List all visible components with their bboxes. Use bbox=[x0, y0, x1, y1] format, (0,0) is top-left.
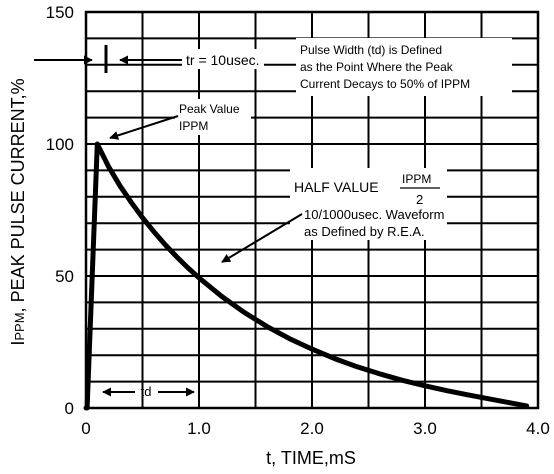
td-label: td bbox=[141, 384, 152, 399]
tr-label: tr = 10usec. bbox=[186, 52, 260, 68]
series-line-waveform bbox=[83, 141, 530, 411]
x-axis-title: t, TIME,mS bbox=[266, 448, 356, 468]
half-value-label: HALF VALUE bbox=[294, 179, 379, 195]
waveform-line-2: as Defined by R.E.A. bbox=[304, 224, 425, 239]
tr-label-bg bbox=[182, 49, 264, 69]
half-value-note-bg bbox=[290, 168, 447, 240]
half-value-note: HALF VALUE IPPM 2 10/1000usec. Waveform … bbox=[221, 168, 447, 263]
y-tick-label: 50 bbox=[55, 267, 74, 286]
peak-value-note-bg bbox=[175, 99, 251, 135]
y-axis-title-prefix: I bbox=[8, 341, 28, 346]
pulse-width-note: Pulse Width (td) is Defined as the Point… bbox=[296, 38, 512, 96]
tick-labels: 0 1.0 2.0 3.0 4.0 0 50 100 150 bbox=[46, 3, 550, 438]
pulse-width-line-2: as the Point Where the Peak bbox=[300, 60, 454, 74]
tr-annotation: tr = 10usec. bbox=[34, 45, 264, 73]
pulse-width-line-1: Pulse Width (td) is Defined bbox=[300, 43, 442, 57]
x-tick-label: 2.0 bbox=[300, 419, 324, 438]
x-tick-label: 3.0 bbox=[413, 419, 437, 438]
peak-value-arrow bbox=[109, 115, 179, 140]
x-tick-label: 1.0 bbox=[187, 419, 211, 438]
y-axis-title-subscript: PPM bbox=[12, 312, 27, 340]
y-axis-title: IPPM, PEAK PULSE CURRENT,% bbox=[8, 78, 28, 345]
plot-border bbox=[84, 10, 540, 410]
waveform-line-1: 10/1000usec. Waveform bbox=[304, 207, 444, 222]
half-value-fraction-denominator: 2 bbox=[416, 192, 423, 207]
peak-value-note: Peak Value IPPM bbox=[109, 99, 251, 140]
y-tick-label: 0 bbox=[65, 399, 74, 418]
plot-frame bbox=[84, 10, 540, 410]
x-tick-label: 0 bbox=[81, 419, 90, 438]
y-axis-title-rest: , PEAK PULSE CURRENT,% bbox=[8, 78, 28, 312]
td-dimension: td bbox=[102, 384, 195, 399]
peak-value-line-2: IPPM bbox=[179, 119, 208, 133]
waveform-arrow bbox=[221, 213, 303, 263]
pulse-width-line-3: Current Decays to 50% of IPPM bbox=[300, 77, 470, 91]
x-tick-label: 4.0 bbox=[526, 419, 550, 438]
y-tick-label: 100 bbox=[46, 135, 74, 154]
half-value-fraction-numerator: IPPM bbox=[402, 172, 431, 186]
y-tick-label: 150 bbox=[46, 3, 74, 22]
pulse-width-note-bg bbox=[296, 38, 512, 96]
peak-value-line-1: Peak Value bbox=[179, 102, 240, 116]
